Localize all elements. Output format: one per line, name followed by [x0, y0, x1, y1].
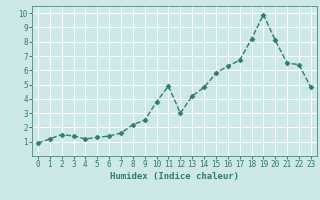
X-axis label: Humidex (Indice chaleur): Humidex (Indice chaleur)	[110, 172, 239, 181]
